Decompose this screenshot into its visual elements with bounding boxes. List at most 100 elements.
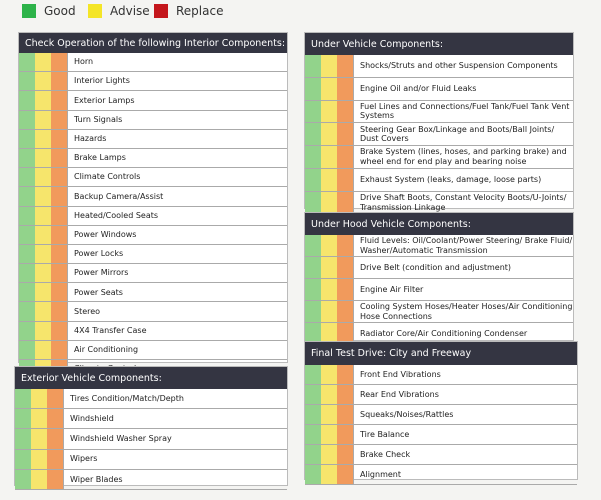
status-advise (321, 257, 337, 278)
item-label: Brake System (lines, hoses, and parking … (353, 146, 573, 168)
item-label: Windshield Washer Spray (63, 429, 172, 449)
status-advise (31, 469, 47, 489)
status-replace (47, 429, 63, 449)
item-label: Exhaust System (leaks, damage, loose par… (353, 168, 541, 191)
status-good (305, 445, 321, 464)
status-good (305, 301, 321, 322)
status-advise (35, 91, 51, 110)
status-replace (337, 385, 353, 404)
item-label: Cooling System Hoses/Heater Hoses/Air Co… (353, 301, 573, 322)
checklist-row: Hazards (19, 129, 287, 149)
status-replace (51, 206, 67, 225)
status-advise (321, 445, 337, 464)
status-good (15, 389, 31, 409)
item-label: Drive Belt (condition and adjustment) (353, 257, 511, 278)
section-header: Exterior Vehicle Components: (15, 367, 287, 389)
status-advise (35, 225, 51, 244)
item-label: Front End Vibrations (353, 365, 441, 384)
item-label: Power Locks (67, 244, 123, 264)
status-advise (35, 340, 51, 359)
status-replace (337, 301, 353, 322)
status-good (19, 206, 35, 225)
checklist-row: Wipers (15, 449, 287, 470)
checklist-row: Power Locks (19, 244, 287, 265)
status-good (15, 429, 31, 449)
section-header: Check Operation of the following Interio… (19, 33, 287, 53)
checklist-row: Tires Condition/Match/Depth (15, 389, 287, 410)
section-panel: Check Operation of the following Interio… (18, 32, 288, 380)
status-advise (35, 72, 51, 91)
status-replace (51, 72, 67, 91)
checklist-row: Windshield Washer Spray (15, 429, 287, 450)
item-label: Air Conditioning (67, 340, 138, 359)
status-advise (321, 55, 337, 77)
item-label: Wipers (63, 449, 97, 469)
status-good (19, 168, 35, 187)
status-advise (31, 409, 47, 429)
status-replace (337, 279, 353, 300)
status-advise (321, 168, 337, 191)
checklist-row: Fluid Levels: Oil/Coolant/Power Steering… (305, 235, 573, 257)
checklist-row: Windshield (15, 409, 287, 430)
status-replace (337, 100, 353, 123)
status-good (19, 110, 35, 129)
status-advise (35, 283, 51, 302)
status-good (305, 257, 321, 278)
checklist-row: Drive Belt (condition and adjustment) (305, 257, 573, 279)
status-advise (35, 110, 51, 129)
status-replace (51, 187, 67, 206)
item-label: Heated/Cooled Seats (67, 206, 158, 225)
status-replace (337, 77, 353, 100)
item-label: Fuel Lines and Connections/Fuel Tank/Fue… (353, 100, 573, 123)
status-good (305, 146, 321, 168)
item-label: Engine Oil and/or Fluid Leaks (353, 77, 476, 100)
checklist-row: Turn Signals (19, 110, 287, 130)
item-label: Radiator Core/Air Conditioning Condenser (353, 323, 527, 344)
status-advise (321, 146, 337, 168)
legend-item: Replace (154, 4, 223, 18)
checklist-row: Climate Controls (19, 168, 287, 188)
section-panel: Exterior Vehicle Components: Tires Condit… (14, 366, 288, 490)
checklist-row: Power Windows (19, 225, 287, 245)
status-advise (321, 405, 337, 424)
status-replace (337, 123, 353, 146)
item-label: Exterior Lamps (67, 91, 134, 110)
legend-item: Advise (88, 4, 150, 18)
item-label: Rear End Vibrations (353, 385, 439, 404)
item-label: Power Windows (67, 225, 136, 244)
status-replace (47, 469, 63, 489)
status-advise (35, 321, 51, 340)
status-advise (321, 385, 337, 404)
status-advise (35, 187, 51, 206)
status-replace (337, 365, 353, 384)
status-advise (321, 323, 337, 344)
status-replace (337, 425, 353, 444)
item-label: Climate Controls (67, 168, 140, 187)
item-label: Fluid Levels: Oil/Coolant/Power Steering… (353, 235, 573, 256)
item-label: Tire Balance (353, 425, 409, 444)
checklist-row: Interior Lights (19, 72, 287, 92)
status-advise (35, 206, 51, 225)
item-label: Turn Signals (67, 110, 122, 129)
status-advise (321, 123, 337, 146)
section-header: Under Hood Vehicle Components: (305, 213, 573, 235)
checklist-row: Steering Gear Box/Linkage and Boots/Ball… (305, 123, 573, 147)
item-label: Brake Check (353, 445, 410, 464)
item-label: Drive Shaft Boots, Constant Velocity Boo… (353, 191, 573, 214)
status-replace (337, 55, 353, 77)
status-advise (321, 365, 337, 384)
status-replace (51, 110, 67, 129)
status-replace (337, 405, 353, 424)
status-good (305, 323, 321, 344)
status-replace (337, 146, 353, 168)
status-replace (337, 191, 353, 214)
checklist-row: Brake Lamps (19, 148, 287, 169)
section-header: Final Test Drive: City and Freeway (305, 342, 577, 365)
status-replace (51, 129, 67, 148)
status-advise (35, 148, 51, 168)
status-good (19, 340, 35, 359)
status-replace (337, 465, 353, 484)
status-good (305, 385, 321, 404)
checklist-row: Brake Check (305, 445, 577, 465)
status-good (305, 279, 321, 300)
